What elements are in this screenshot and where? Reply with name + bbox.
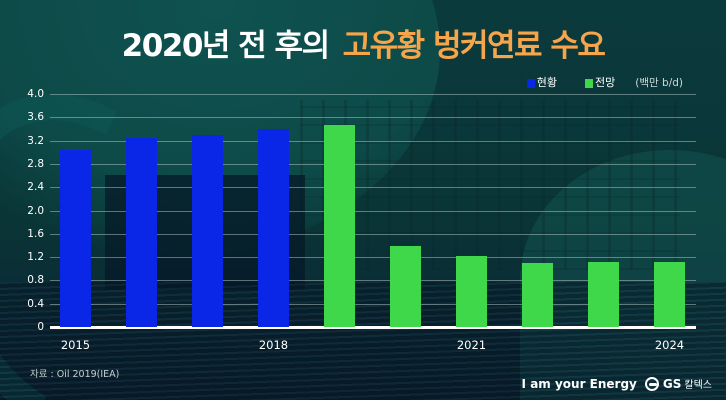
gridline: [50, 163, 696, 165]
chart-title: 2020년 전 후의 고유황 벙커연료 수요: [0, 20, 726, 65]
gridline: [50, 303, 696, 305]
brand-logo-text: GS: [662, 376, 682, 391]
y-tick-label: 3.6: [27, 111, 44, 124]
y-tick-label: 3.2: [27, 134, 44, 147]
bar-forecast-2022: [522, 262, 553, 327]
gridline: [50, 187, 696, 189]
y-tick-label: 4.0: [27, 88, 44, 100]
bar-actual-2015: [60, 149, 91, 327]
brand-logo-korean: 칼텍스: [684, 380, 712, 391]
brand-slogan: I am your Energy: [521, 376, 637, 391]
x-tick-label: 2024: [654, 338, 685, 352]
y-tick-label: 1.2: [27, 251, 44, 264]
y-tick-label: 2.8: [27, 157, 44, 170]
bar-forecast-2019: [324, 124, 355, 327]
x-axis-line: [50, 326, 696, 329]
y-tick-label: 1.6: [27, 227, 44, 240]
legend-item-forecast: 전망: [585, 74, 615, 90]
bar-forecast-2024: [654, 261, 685, 327]
title-orange-part: 고유황 벙커연료 수요: [342, 28, 606, 64]
x-tick-label: 2021: [456, 338, 487, 352]
bar-actual-2017: [192, 134, 223, 327]
legend-item-actual: 현황: [526, 74, 558, 90]
source-note: 자료 : Oil 2019(IEA): [30, 369, 120, 380]
background-industrial-structure: [300, 100, 680, 270]
brand: I am your Energy GS 칼텍스: [522, 376, 712, 391]
gridline: [50, 280, 696, 282]
y-tick-label: 0.4: [27, 297, 44, 310]
y-tick-label: 2.4: [27, 181, 44, 194]
bar-forecast-2020: [390, 246, 421, 327]
bar-actual-2016: [126, 137, 157, 327]
title-white-part: 2020년 전 후의: [121, 28, 330, 64]
bar-forecast-2021: [456, 255, 487, 327]
legend-swatch-forecast: [585, 78, 594, 88]
legend-swatch-actual: [526, 78, 535, 88]
legend-label-actual: 현황: [536, 76, 558, 89]
plot-area: [50, 94, 696, 329]
gs-logo-icon: [644, 376, 659, 391]
gridline: [50, 210, 696, 212]
bar-actual-2018: [258, 128, 289, 327]
gridline: [50, 140, 696, 142]
gridline: [50, 94, 696, 95]
legend: 현황 전망 (백만 b/d): [499, 74, 683, 90]
unit-label: (백만 b/d): [635, 76, 683, 89]
bar-forecast-2023: [588, 261, 619, 327]
x-tick-label: 2018: [258, 338, 289, 352]
gridline: [50, 117, 696, 119]
legend-label-forecast: 전망: [595, 76, 616, 89]
gridline: [50, 233, 696, 235]
y-tick-label: 0: [37, 321, 44, 333]
gridline: [50, 257, 696, 259]
y-tick-label: 0.8: [27, 274, 44, 287]
x-tick-label: 2015: [60, 338, 91, 352]
y-tick-label: 2.0: [27, 204, 44, 217]
